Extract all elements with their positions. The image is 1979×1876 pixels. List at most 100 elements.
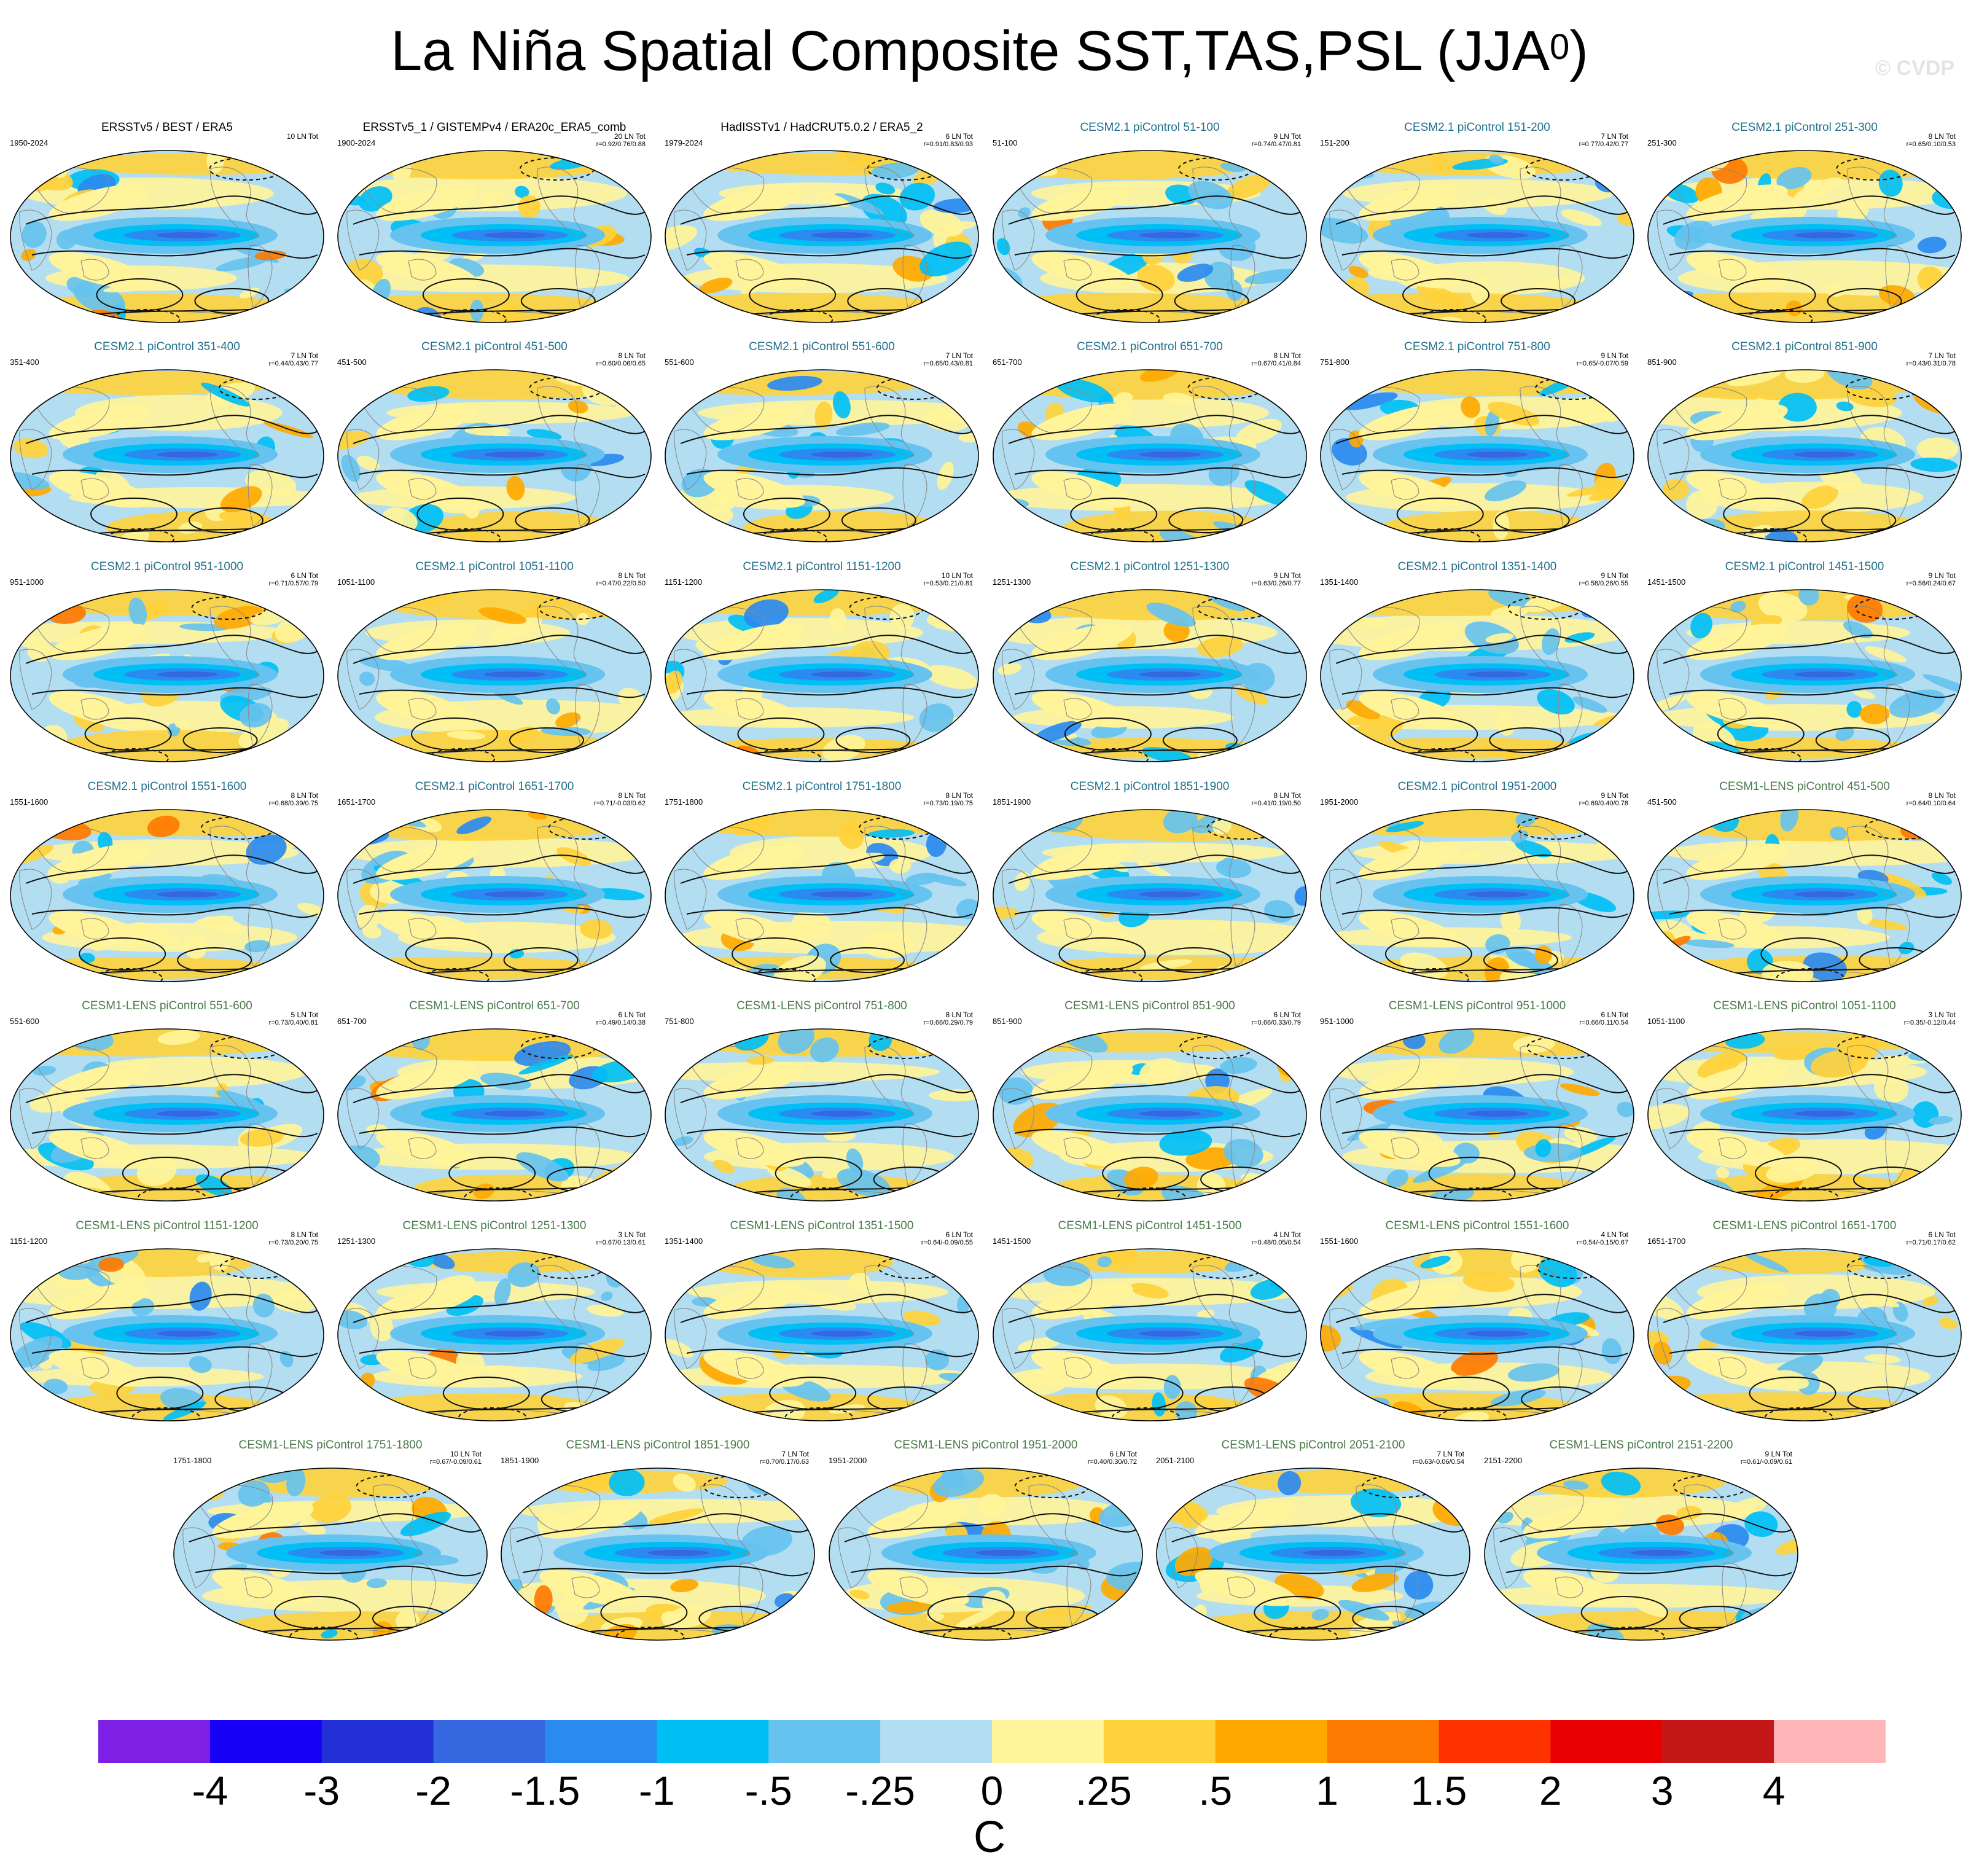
warm-anomaly xyxy=(338,745,349,754)
south-america-outline xyxy=(1066,1562,1091,1625)
cool-anomaly xyxy=(1932,872,1952,885)
panel-event-count: 9 LN Tot xyxy=(1273,132,1301,141)
south-america-outline xyxy=(248,464,273,527)
south-america-outline xyxy=(1558,464,1583,527)
cool-anomaly xyxy=(1744,1252,1789,1273)
psl-contour xyxy=(1014,1346,1301,1358)
warm-anomaly xyxy=(1451,1350,1498,1376)
cold-tongue-peak xyxy=(1467,451,1528,458)
psl-contour xyxy=(516,1513,809,1542)
panel-year-range: 1651-1700 xyxy=(337,797,376,807)
colorbar-swatch xyxy=(1215,1720,1328,1763)
panel-year-range: 651-700 xyxy=(993,358,1022,367)
colorbar-swatch xyxy=(98,1720,211,1763)
cool-anomaly xyxy=(596,745,634,762)
cool-anomaly xyxy=(1159,529,1201,542)
warm-anomaly xyxy=(1023,590,1058,605)
south-america-outline xyxy=(1885,1123,1910,1186)
warm-west-pacific xyxy=(49,184,150,221)
panel-event-count: 6 LN Tot xyxy=(1928,1230,1956,1239)
colorbar-tick-label: -.25 xyxy=(845,1768,915,1812)
warm-anomaly xyxy=(338,431,370,450)
africa-outline xyxy=(674,649,707,710)
australia-outline xyxy=(1391,1357,1419,1379)
warm-anomaly xyxy=(505,726,538,743)
warm-anomaly xyxy=(1534,945,1552,964)
south-america-outline xyxy=(902,1123,927,1186)
cool-anomaly xyxy=(1321,522,1356,541)
cold-tongue-peak xyxy=(647,1550,709,1556)
warm-west-pacific xyxy=(49,1283,150,1319)
warm-west-pacific xyxy=(49,1063,150,1100)
psl-contour xyxy=(1341,1126,1628,1138)
warm-anomaly xyxy=(665,670,682,694)
colorbar-tick-label: 2 xyxy=(1539,1768,1562,1812)
cool-anomaly xyxy=(953,728,978,741)
cool-anomaly xyxy=(275,1193,293,1201)
panel-event-count: 7 LN Tot xyxy=(291,351,318,360)
africa-outline xyxy=(1657,1088,1690,1149)
warm-anomaly xyxy=(555,712,581,728)
warm-anomaly xyxy=(1124,1167,1158,1190)
warm-anomaly xyxy=(1648,307,1685,322)
warm-anomaly xyxy=(1859,703,1890,725)
psl-contour xyxy=(1008,195,1301,225)
warm-anomaly xyxy=(354,527,370,542)
warm-anomaly-band xyxy=(993,150,1256,180)
warm-west-pacific xyxy=(1031,1350,1133,1387)
africa-outline xyxy=(19,1308,52,1369)
warm-anomaly xyxy=(338,370,376,388)
psl-contour xyxy=(25,195,318,225)
panel-year-range: 951-1000 xyxy=(1320,1017,1354,1026)
warm-anomaly xyxy=(174,719,190,729)
africa-outline xyxy=(19,869,52,930)
psl-contour xyxy=(686,248,973,259)
south-america-outline xyxy=(902,1343,927,1406)
psl-contour xyxy=(1669,687,1956,698)
warm-anomaly xyxy=(915,1191,936,1201)
cool-anomaly xyxy=(456,816,491,835)
warm-anomaly xyxy=(1329,370,1370,388)
warm-anomaly xyxy=(1345,590,1397,604)
warm-anomaly xyxy=(919,209,964,237)
psl-contour-negative xyxy=(1079,748,1149,762)
map-panel: CESM1-LENS piControl 2051-2100 2051-2100 7… xyxy=(1153,1437,1473,1644)
cool-anomaly xyxy=(1146,603,1196,627)
warm-west-pacific xyxy=(1359,184,1461,221)
psl-contour xyxy=(686,687,973,698)
map-panel: CESM2.1 piControl 551-600 551-600 7 LN Tot… xyxy=(662,339,982,545)
cool-anomaly xyxy=(1163,1375,1181,1399)
warm-west-pacific xyxy=(1523,1502,1625,1539)
warm-west-pacific xyxy=(1686,843,1788,880)
warm-anomaly xyxy=(792,910,832,938)
cool-anomaly xyxy=(1403,1571,1434,1600)
panel-event-count: 7 LN Tot xyxy=(1601,132,1628,141)
psl-contour-closed xyxy=(1075,278,1163,311)
north-america-outline xyxy=(1192,826,1243,897)
psl-contour-closed xyxy=(90,498,178,531)
north-america-outline xyxy=(1847,1265,1897,1336)
psl-contour-negative xyxy=(784,1407,854,1421)
cold-tongue-peak xyxy=(157,1111,218,1117)
warm-anomaly xyxy=(1321,1325,1341,1352)
map-frame xyxy=(665,589,979,762)
warm-anomaly xyxy=(480,190,506,207)
warm-anomaly xyxy=(1859,1292,1900,1308)
australia-outline xyxy=(735,1137,764,1159)
cool-anomaly xyxy=(665,1055,692,1068)
warm-anomaly xyxy=(473,1183,494,1199)
warm-anomaly xyxy=(1136,861,1173,879)
psl-contour xyxy=(25,635,318,664)
warm-west-pacific xyxy=(49,843,150,880)
north-america-outline xyxy=(1192,166,1243,238)
psl-contour-negative xyxy=(790,1187,859,1201)
africa-outline xyxy=(1329,1308,1362,1369)
panel-pattern-correlation: r=0.67/0.41/0.84 xyxy=(1251,360,1301,367)
warm-west-pacific xyxy=(1031,843,1133,880)
panel-pattern-correlation: r=0.43/0.31/0.78 xyxy=(1906,360,1956,367)
cool-anomaly xyxy=(1221,858,1235,870)
warm-anomaly xyxy=(1485,633,1514,643)
cold-tongue-peak xyxy=(1139,891,1201,897)
cool-anomaly xyxy=(1674,221,1714,250)
warm-anomaly xyxy=(254,250,287,260)
